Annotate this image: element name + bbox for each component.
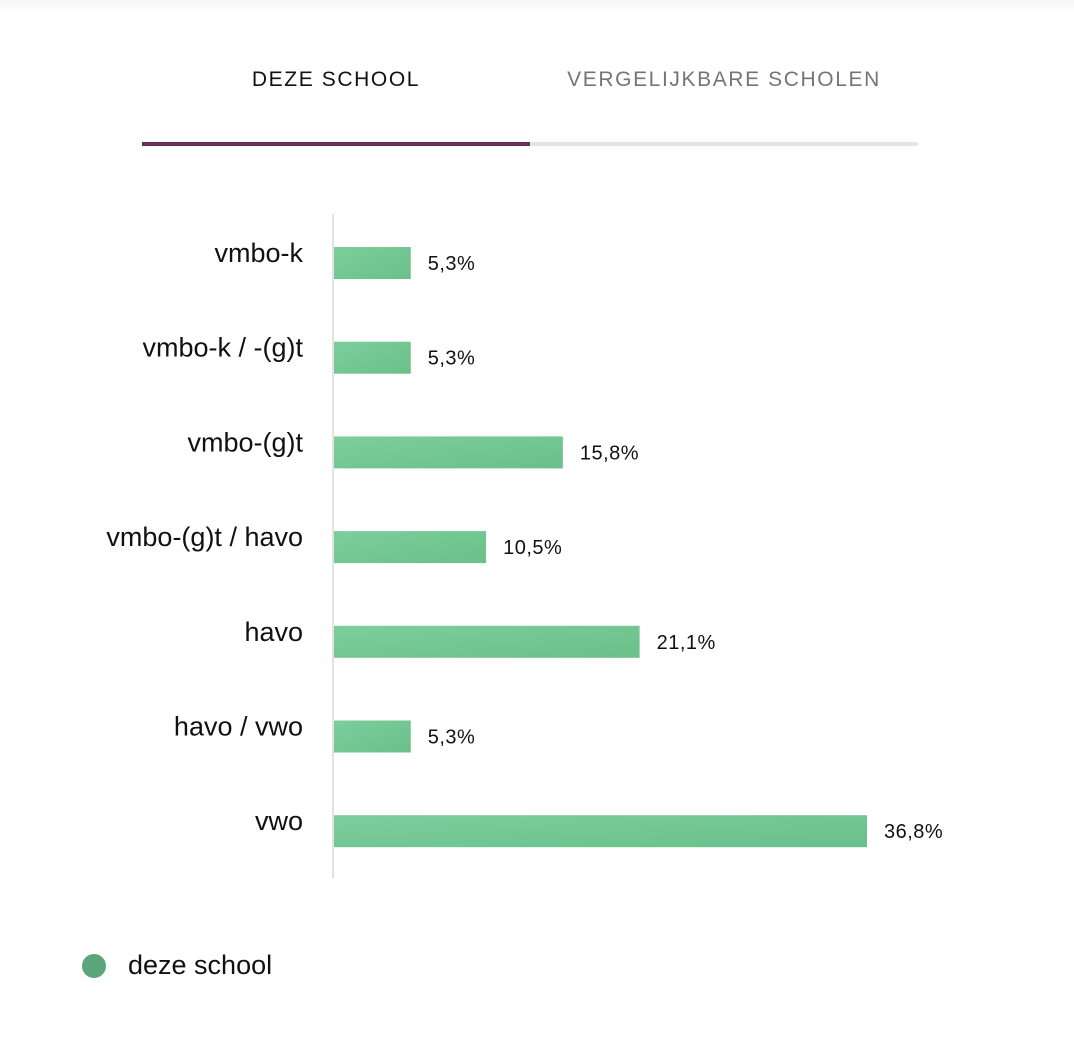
bar: [334, 815, 867, 848]
tab-deze-school[interactable]: DEZE SCHOOL: [251, 68, 421, 91]
bar: [334, 720, 411, 753]
category-label: vmbo-k: [214, 238, 303, 268]
top-shadow: [0, 0, 1074, 14]
category-label: havo / vwo: [174, 712, 303, 742]
tab-vergelijkbare-scholen[interactable]: VERGELIJKBARE SCHOLEN: [567, 68, 881, 91]
bar: [334, 247, 411, 279]
data-label: 15,8%: [580, 442, 639, 464]
data-label: 36,8%: [884, 821, 943, 843]
data-label: 5,3%: [428, 253, 476, 275]
category-label: vmbo-k / -(g)t: [142, 333, 303, 363]
data-label: 10,5%: [503, 537, 562, 559]
tab-bar: DEZE SCHOOL VERGELIJKBARE SCHOLEN: [142, 40, 918, 148]
data-label: 21,1%: [657, 632, 716, 654]
tab-track: [142, 142, 918, 146]
data-label: 5,3%: [428, 727, 476, 749]
bar: [334, 436, 563, 469]
category-label: havo: [244, 617, 303, 647]
legend: deze school: [82, 950, 272, 981]
bar: [334, 625, 640, 658]
legend-label: deze school: [128, 950, 273, 980]
bar: [334, 341, 411, 374]
category-label: vwo: [255, 806, 303, 836]
category-label: vmbo-(g)t: [187, 427, 303, 457]
data-label: 5,3%: [428, 348, 476, 370]
bar: [334, 531, 487, 564]
category-label: vmbo-(g)t / havo: [106, 522, 303, 552]
legend-dot-icon: [82, 953, 106, 978]
tab-active-indicator: [142, 142, 530, 146]
